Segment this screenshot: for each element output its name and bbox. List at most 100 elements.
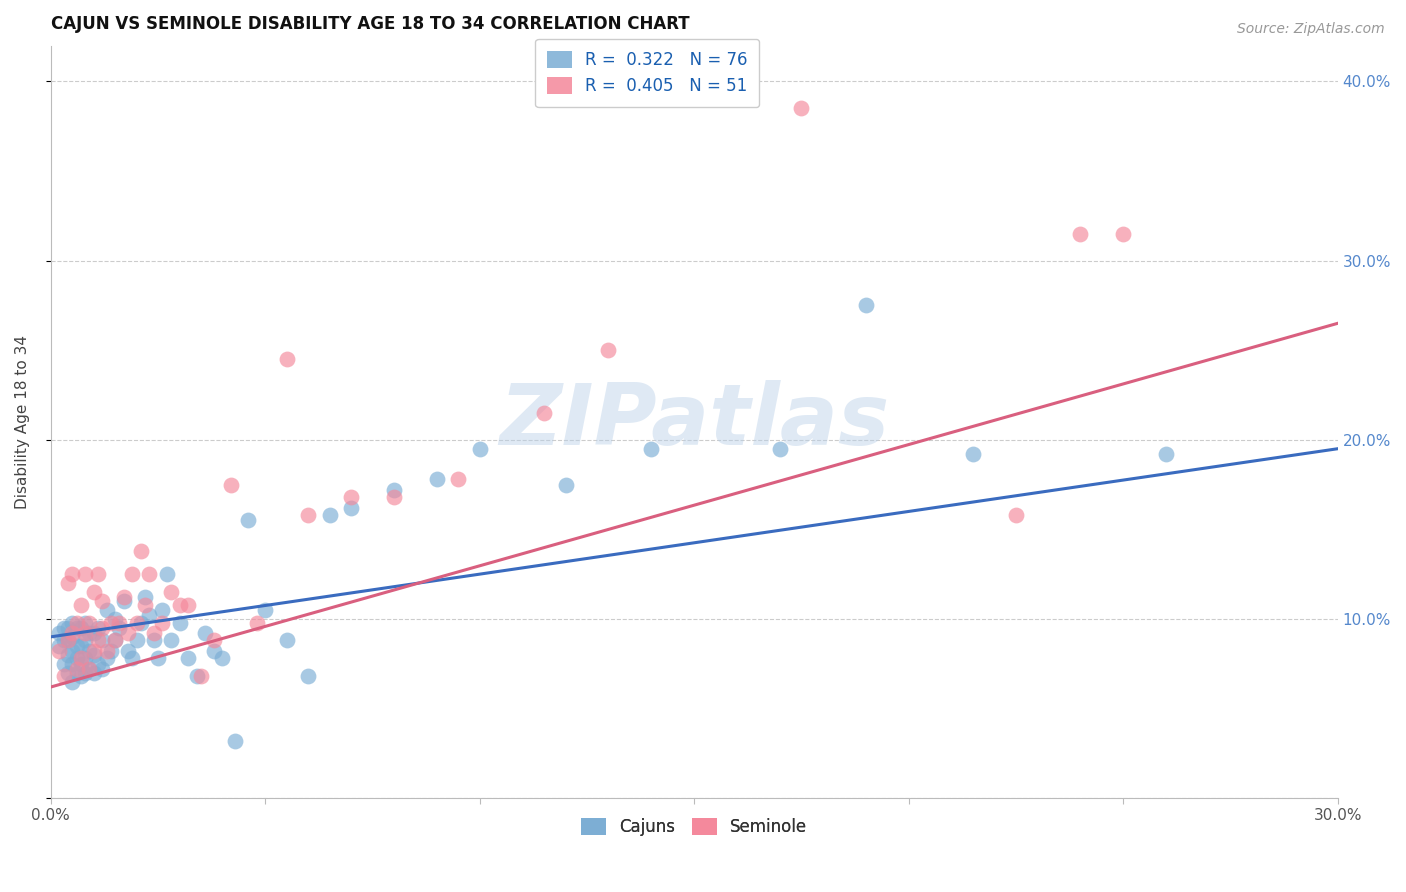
Point	[160, 585, 183, 599]
Point	[56, 576, 79, 591]
Point	[769, 442, 792, 456]
Point	[134, 591, 156, 605]
Point	[125, 615, 148, 630]
Y-axis label: Disability Age 18 to 34: Disability Age 18 to 34	[15, 334, 30, 508]
Point	[56, 665, 79, 680]
Point	[60, 615, 83, 630]
Point	[96, 651, 118, 665]
Point	[1005, 508, 1028, 522]
Point	[65, 615, 87, 630]
Point	[79, 644, 101, 658]
Point	[142, 626, 165, 640]
Point	[426, 472, 449, 486]
Point	[75, 651, 97, 665]
Point	[1069, 227, 1091, 241]
Point	[202, 633, 225, 648]
Point	[297, 669, 319, 683]
Point	[138, 567, 160, 582]
Point	[142, 633, 165, 648]
Text: Source: ZipAtlas.com: Source: ZipAtlas.com	[1237, 22, 1385, 37]
Point	[70, 621, 93, 635]
Point	[60, 674, 83, 689]
Point	[117, 626, 139, 640]
Point	[75, 615, 97, 630]
Point	[169, 598, 191, 612]
Point	[65, 639, 87, 653]
Point	[340, 490, 363, 504]
Point	[87, 633, 110, 648]
Point	[468, 442, 491, 456]
Point	[254, 603, 277, 617]
Point	[160, 633, 183, 648]
Point	[70, 639, 93, 653]
Point	[60, 644, 83, 658]
Point	[202, 644, 225, 658]
Point	[52, 657, 75, 671]
Point	[60, 657, 83, 671]
Point	[186, 669, 208, 683]
Point	[219, 477, 242, 491]
Point	[91, 621, 114, 635]
Point	[65, 662, 87, 676]
Point	[146, 651, 169, 665]
Point	[104, 633, 127, 648]
Point	[112, 594, 135, 608]
Point	[48, 639, 70, 653]
Point	[855, 298, 877, 312]
Point	[96, 644, 118, 658]
Point	[65, 665, 87, 680]
Point	[83, 644, 105, 658]
Point	[56, 633, 79, 648]
Legend: Cajuns, Seminole: Cajuns, Seminole	[574, 811, 814, 842]
Point	[276, 633, 298, 648]
Point	[87, 621, 110, 635]
Point	[70, 669, 93, 683]
Point	[117, 644, 139, 658]
Point	[75, 665, 97, 680]
Point	[65, 651, 87, 665]
Point	[75, 633, 97, 648]
Point	[108, 615, 131, 630]
Point	[91, 662, 114, 676]
Point	[640, 442, 662, 456]
Point	[87, 657, 110, 671]
Point	[224, 733, 246, 747]
Point	[60, 630, 83, 644]
Point	[75, 626, 97, 640]
Point	[87, 567, 110, 582]
Text: ZIPatlas: ZIPatlas	[499, 380, 890, 463]
Point	[156, 567, 179, 582]
Point	[83, 585, 105, 599]
Point	[382, 483, 405, 497]
Point	[100, 644, 122, 658]
Point	[79, 626, 101, 640]
Point	[70, 651, 93, 665]
Point	[60, 567, 83, 582]
Point	[70, 598, 93, 612]
Point	[83, 626, 105, 640]
Point	[108, 621, 131, 635]
Point	[194, 626, 217, 640]
Point	[318, 508, 340, 522]
Point	[65, 621, 87, 635]
Point	[56, 633, 79, 648]
Point	[190, 669, 212, 683]
Point	[1112, 227, 1135, 241]
Point	[598, 343, 620, 358]
Point	[447, 472, 470, 486]
Point	[56, 621, 79, 635]
Point	[79, 662, 101, 676]
Point	[48, 644, 70, 658]
Point	[177, 651, 200, 665]
Point	[382, 490, 405, 504]
Point	[52, 669, 75, 683]
Point	[83, 648, 105, 662]
Point	[790, 101, 813, 115]
Point	[75, 567, 97, 582]
Point	[138, 608, 160, 623]
Point	[60, 626, 83, 640]
Point	[121, 567, 143, 582]
Point	[52, 621, 75, 635]
Point	[211, 651, 233, 665]
Point	[56, 648, 79, 662]
